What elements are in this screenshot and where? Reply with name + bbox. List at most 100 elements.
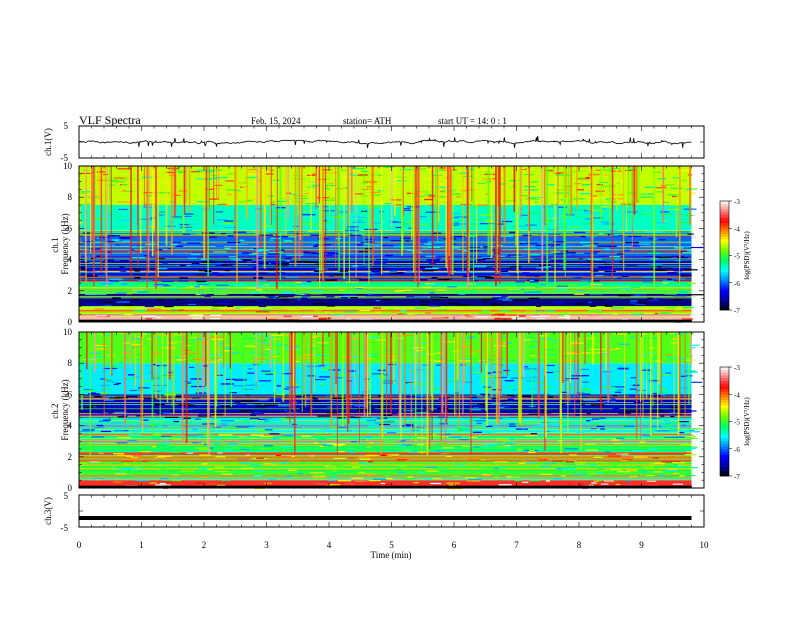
colorbar-step [720, 280, 729, 284]
time-tick-label: 6 [452, 540, 457, 550]
time-axis-label: Time (min) [371, 550, 412, 560]
colorbar-step [720, 426, 729, 430]
ytick-label: 10 [63, 327, 73, 337]
ytick-label: 2 [68, 452, 73, 462]
ch1-spectrogram-ylabel-line2: Frequency (kHz) [60, 213, 70, 274]
colorbar-step [720, 290, 729, 294]
colorbar-step [720, 367, 729, 371]
colorbar-step [720, 440, 729, 444]
colorbar-step [720, 394, 729, 398]
colorbar-step [720, 372, 729, 376]
ch3-waveform-panel: 5 -5 ch.3(V) 0 1 2 3 4 5 6 7 8 9 10 Time (min) [43, 491, 709, 560]
colorbar-step [720, 437, 729, 441]
colorbar-step [720, 451, 729, 455]
colorbar-step [720, 211, 729, 215]
time-axis-tick-labels: 0 1 2 3 4 5 6 7 8 9 10 [77, 540, 709, 550]
colorbar-tick-label: -4 [734, 225, 740, 233]
colorbar-step [720, 421, 729, 425]
colorbar-step [720, 217, 729, 221]
colorbar-tick-label: -7 [734, 473, 740, 481]
colorbar-step [720, 424, 729, 428]
colorbar-step [720, 391, 729, 395]
ch1-spectrogram-ytick-labels: 0 2 4 6 8 10 [63, 161, 73, 327]
time-tick-label: 4 [327, 540, 332, 550]
colorbar-step [720, 255, 729, 259]
colorbar-step [720, 454, 729, 458]
colorbar-step [720, 383, 729, 387]
colorbar-step [720, 288, 729, 292]
colorbar-step [720, 247, 729, 251]
ch1-waveform-panel: 5 -5 ch.1(V) [43, 121, 705, 163]
time-tick-label: 0 [77, 540, 82, 550]
ch1-spectrogram-ylabel-line1: ch.1 [50, 238, 60, 253]
time-tick-label: 5 [389, 540, 394, 550]
colorbar-step [720, 388, 729, 392]
ytick-label: 4 [68, 255, 73, 265]
ytick-label: 0 [68, 483, 73, 493]
colorbar-tick-label: -3 [734, 198, 740, 206]
colorbar-step [720, 299, 729, 303]
ch3-ytick-bottom: -5 [61, 523, 69, 533]
colorbar-tick-label: -6 [734, 446, 740, 454]
ch1-spectrogram-ylabel: ch.1 Frequency (kHz) [50, 213, 70, 274]
ch2-spectrogram-panel: 0 2 4 6 8 10 ch.2 Frequency (kHz) [50, 327, 705, 493]
colorbar-step [720, 459, 729, 463]
colorbar-step [720, 258, 729, 262]
ytick-label: 8 [68, 192, 73, 202]
colorbar-tick-label: -5 [734, 419, 740, 427]
colorbar-step [720, 446, 729, 450]
ch1-waveform-trace [79, 136, 692, 149]
colorbar-step [720, 222, 729, 226]
ytick-label: 0 [68, 317, 73, 327]
ytick-label: 4 [68, 421, 73, 431]
colorbar-step [720, 418, 729, 422]
colorbar-label: log(PSD)(V²/Hz) [743, 231, 751, 280]
colorbar-step [720, 252, 729, 256]
colorbar-step [720, 206, 729, 210]
ch1-spectrogram-ticks [78, 165, 705, 323]
colorbar-step [720, 214, 729, 218]
colorbar-step [720, 435, 729, 439]
colorbar-step [720, 410, 729, 414]
ch3-waveform-ylabel: ch.3(V) [43, 497, 53, 525]
ytick-label: 2 [68, 286, 73, 296]
colorbar-step [720, 405, 729, 409]
colorbar-step [720, 429, 729, 433]
colorbar-step [720, 307, 729, 311]
colorbar-step [720, 220, 729, 224]
ch2-spectrogram-ytick-labels: 0 2 4 6 8 10 [63, 327, 73, 493]
colorbar-step [720, 271, 729, 275]
ch3-ytick-top: 5 [64, 491, 69, 501]
figure-title: VLF Spectra [79, 113, 141, 127]
colorbar-step [720, 448, 729, 452]
colorbar-step [720, 260, 729, 264]
ch1-ytick-top: 5 [64, 121, 69, 131]
colorbar-step [720, 209, 729, 213]
colorbar-step [720, 293, 729, 297]
colorbar-step [720, 369, 729, 373]
colorbar-step [720, 465, 729, 469]
ch3-waveform-ticks [78, 494, 705, 528]
colorbar-step [720, 263, 729, 267]
colorbar-step [720, 250, 729, 254]
colorbar-tick-label: -6 [734, 280, 740, 288]
ch1-waveform-ticks [78, 125, 705, 159]
colorbar-step [720, 301, 729, 305]
ch1-spectrogram-panel: 0 2 4 6 8 10 ch.1 Frequency (kHz) [50, 161, 705, 327]
colorbar-step [720, 407, 729, 411]
ch1-colorbar: -3 -4 -5 -6 -7 log(PSD)(V²/Hz) [719, 198, 751, 315]
colorbar-label: log(PSD)(V²/Hz) [743, 397, 751, 446]
ch1-spectrogram-heatmap [79, 166, 705, 323]
colorbar-step [720, 386, 729, 390]
colorbar-tick-label: -7 [734, 307, 740, 315]
colorbar-step [720, 201, 729, 205]
colorbar-step [720, 402, 729, 406]
colorbar-step [720, 225, 729, 229]
station-label: station= ATH [343, 116, 392, 126]
colorbar-step [720, 473, 729, 477]
colorbar-tick-label: -5 [734, 253, 740, 261]
time-tick-label: 9 [639, 540, 644, 550]
colorbar-step [720, 296, 729, 300]
colorbar-step [720, 432, 729, 436]
